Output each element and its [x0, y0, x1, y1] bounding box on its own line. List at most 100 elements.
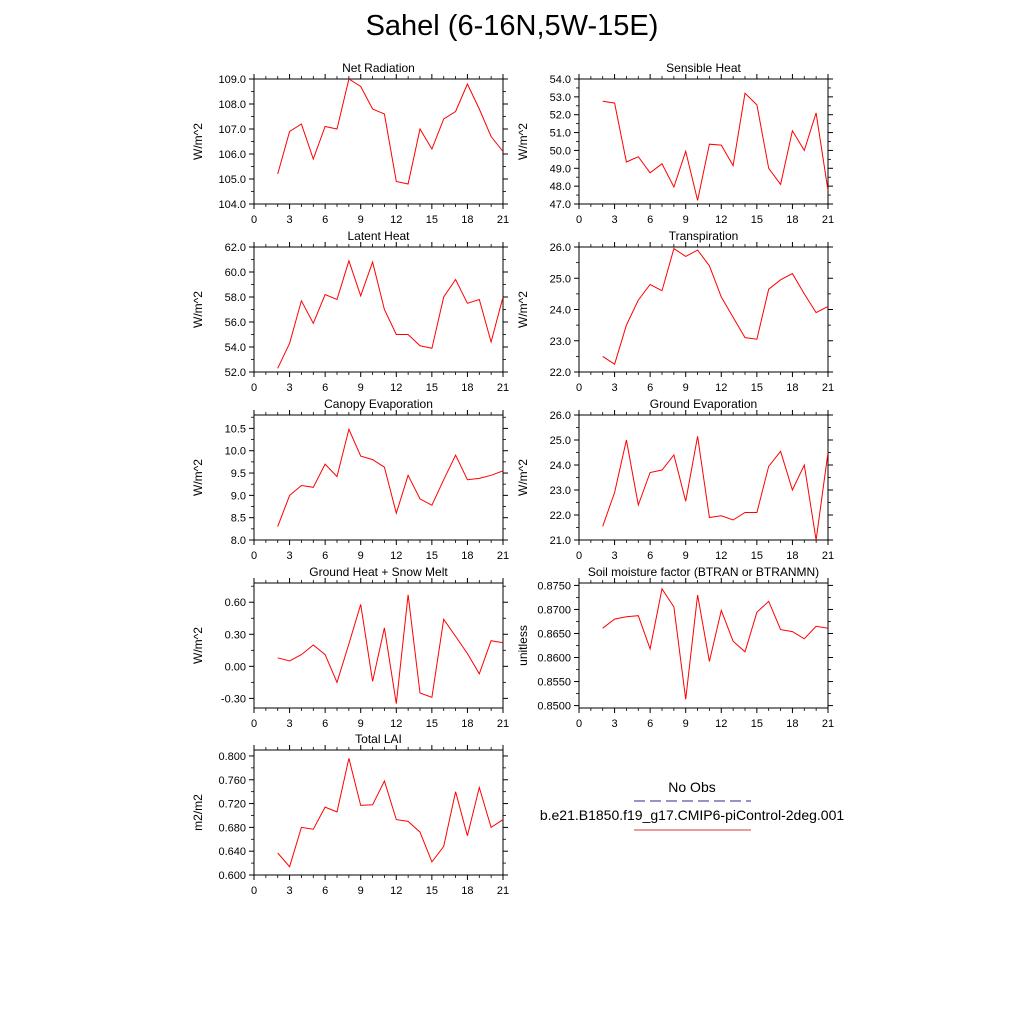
y-tick-label: 0.8500: [537, 701, 571, 713]
y-tick-label: 106.0: [218, 149, 246, 161]
x-tick-label: 18: [461, 885, 473, 897]
panel-canopy-evaporation: Canopy Evaporation 0 3 6 9 12 15 18 21 8.0 8.5 9.0 9…: [191, 397, 509, 562]
y-tick-label: 48.0: [550, 181, 571, 193]
y-tick-label: 21.0: [550, 535, 571, 547]
y-tick-label: 0.640: [218, 846, 246, 858]
panel-ground-heat-snow-melt: Ground Heat + Snow Melt 0 3 6 9 12 15 18 21 -0.30…: [191, 565, 509, 730]
x-tick-label: 18: [786, 718, 798, 730]
plot-frame: [253, 78, 504, 205]
x-tick-label: 0: [251, 214, 257, 226]
y-tick-label: -0.30: [221, 693, 246, 705]
y-tick-label: 49.0: [550, 163, 571, 175]
series-line: [602, 92, 828, 201]
x-tick-label: 3: [612, 550, 618, 562]
y-tick-label: 0.8600: [537, 653, 571, 665]
x-tick-label: 18: [786, 550, 798, 562]
x-tick-label: 6: [322, 718, 328, 730]
x-tick-label: 18: [461, 718, 473, 730]
x-tick-label: 0: [251, 718, 257, 730]
plot-frame: [253, 749, 504, 876]
y-tick-label: 109.0: [218, 74, 246, 86]
y-tick-label: 10.5: [225, 423, 246, 435]
legend: No Obs b.e21.B1850.f19_g17.CMIP6-piContro…: [540, 779, 845, 831]
x-tick-label: 15: [751, 550, 763, 562]
x-tick-label: 18: [786, 214, 798, 226]
panel-title: Transpiration: [669, 229, 739, 243]
x-tick-label: 15: [751, 382, 763, 394]
x-tick-label: 6: [322, 382, 328, 394]
series-line: [277, 259, 503, 369]
x-tick-label: 15: [426, 382, 438, 394]
y-tick-label: 104.0: [218, 199, 246, 211]
x-tick-label: 21: [822, 382, 834, 394]
y-tick-label: 52.0: [225, 367, 246, 379]
y-axis-label: W/m^2: [191, 291, 205, 328]
x-tick-label: 0: [251, 885, 257, 897]
y-tick-label: 0.8550: [537, 677, 571, 689]
x-tick-label: 9: [683, 214, 689, 226]
y-tick-label: 10.0: [225, 446, 246, 458]
y-tick-label: 51.0: [550, 128, 571, 140]
panel-title: Soil moisture factor (BTRAN or BTRANMN): [588, 565, 819, 579]
x-tick-label: 21: [497, 885, 509, 897]
x-tick-label: 9: [358, 214, 364, 226]
plot-frame: [253, 414, 504, 541]
y-axis-label: W/m^2: [516, 291, 530, 328]
x-tick-label: 3: [287, 550, 293, 562]
x-tick-label: 18: [786, 382, 798, 394]
x-tick-label: 3: [612, 382, 618, 394]
x-tick-label: 0: [576, 214, 582, 226]
y-tick-label: 0.600: [218, 870, 246, 882]
panel-sensible-heat: Sensible Heat 0 3 6 9 12 15 18 21 47.0 48.0 49.0 50.…: [516, 61, 834, 226]
y-tick-label: 26.0: [550, 242, 571, 254]
x-tick-label: 6: [647, 214, 653, 226]
x-tick-label: 9: [683, 382, 689, 394]
panel-title: Canopy Evaporation: [324, 397, 433, 411]
y-tick-label: 58.0: [225, 292, 246, 304]
y-axis-label: unitless: [516, 625, 530, 666]
x-tick-label: 9: [683, 550, 689, 562]
y-tick-label: 23.0: [550, 485, 571, 497]
x-tick-label: 15: [426, 550, 438, 562]
panel-total-lai: Total LAI 0 3 6 9 12 15 18 21 0.600 0.640 0.680 0.72…: [191, 732, 509, 897]
y-tick-label: 25.0: [550, 435, 571, 447]
series-line: [602, 247, 828, 365]
plot-frame: [578, 582, 829, 709]
x-tick-label: 0: [251, 382, 257, 394]
y-tick-label: 0.720: [218, 799, 246, 811]
x-tick-label: 0: [576, 382, 582, 394]
y-axis-label: m2/m2: [191, 794, 205, 831]
x-tick-label: 21: [822, 550, 834, 562]
y-tick-label: 26.0: [550, 410, 571, 422]
panel-net-radiation: Net Radiation 0 3 6 9 12 15 18 21 104.0 105.0 106.0…: [191, 61, 509, 226]
x-tick-label: 9: [358, 718, 364, 730]
y-tick-label: 22.0: [550, 367, 571, 379]
y-tick-label: 24.0: [550, 460, 571, 472]
y-tick-label: 9.0: [231, 490, 246, 502]
x-tick-label: 6: [647, 718, 653, 730]
y-axis-label: W/m^2: [191, 459, 205, 496]
x-tick-label: 3: [287, 885, 293, 897]
x-tick-label: 15: [751, 718, 763, 730]
x-tick-label: 6: [322, 550, 328, 562]
y-tick-label: 24.0: [550, 305, 571, 317]
x-tick-label: 18: [461, 214, 473, 226]
chart-panels: Net Radiation 0 3 6 9 12 15 18 21 104.0 105.0 106.0…: [191, 61, 834, 897]
y-tick-label: 52.0: [550, 110, 571, 122]
y-axis-label: W/m^2: [516, 123, 530, 160]
series-line: [602, 436, 828, 540]
legend-label-model: b.e21.B1850.f19_g17.CMIP6-piControl-2deg…: [540, 807, 845, 823]
x-tick-label: 12: [715, 718, 727, 730]
x-tick-label: 15: [426, 885, 438, 897]
panel-ground-evaporation: Ground Evaporation 0 3 6 9 12 15 18 21 21.0 22.0 23…: [516, 397, 834, 562]
x-tick-label: 12: [390, 718, 402, 730]
y-tick-label: 50.0: [550, 145, 571, 157]
x-tick-label: 9: [358, 885, 364, 897]
x-tick-label: 21: [822, 214, 834, 226]
x-tick-label: 21: [497, 550, 509, 562]
y-tick-label: 0.60: [225, 597, 246, 609]
y-tick-label: 25.0: [550, 273, 571, 285]
x-tick-label: 3: [287, 382, 293, 394]
panel-title: Sensible Heat: [666, 61, 741, 75]
panel-transpiration: Transpiration 0 3 6 9 12 15 18 21 22.0 23.0 24.0 25.…: [516, 229, 834, 394]
